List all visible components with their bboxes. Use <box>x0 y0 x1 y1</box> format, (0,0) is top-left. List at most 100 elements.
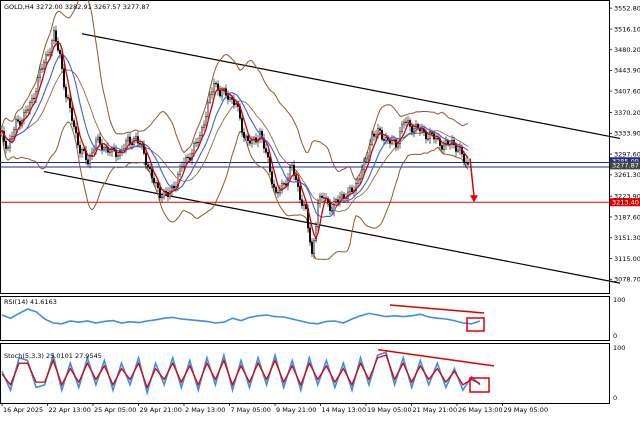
candle-body <box>457 149 460 152</box>
candle-body <box>96 136 99 141</box>
candle-body <box>17 119 20 122</box>
candle-body <box>47 54 50 56</box>
candle-body <box>240 118 243 133</box>
time-tick-label: 22 Apr 13:00 <box>49 406 91 414</box>
candle-body <box>321 195 324 198</box>
slow-ma-line <box>0 53 469 218</box>
candle-body <box>248 140 251 144</box>
candle-body <box>301 199 304 206</box>
candle-body <box>279 189 282 194</box>
candle-body <box>399 131 402 144</box>
candle-body <box>114 149 117 157</box>
target-arrow-shaft <box>469 158 475 197</box>
candle-body <box>349 187 352 193</box>
candle-body <box>63 68 66 88</box>
candle-body <box>242 132 245 138</box>
time-tick-label: 21 May 21:00 <box>413 406 458 414</box>
candle-body <box>443 144 446 150</box>
candle-body <box>31 98 34 103</box>
candle-body <box>154 182 157 184</box>
candle-body <box>427 138 430 140</box>
candle-body <box>331 210 334 212</box>
price-tick-label: 3297.60 <box>614 150 640 158</box>
price-tick-label: 3187.60 <box>614 213 640 221</box>
time-tick-label: 26 May 13:00 <box>458 406 503 414</box>
candle-body <box>285 183 288 186</box>
candle-body <box>76 132 79 146</box>
price-tick-label: 3223.90 <box>614 193 640 201</box>
candle-body <box>29 102 32 110</box>
candle-body <box>319 195 322 204</box>
candle-body <box>275 187 278 193</box>
candle-body <box>303 204 306 206</box>
candle-body <box>64 86 67 98</box>
time-tick-label: 16 Apr 2025 <box>3 406 43 414</box>
candle-body <box>19 120 22 126</box>
candle-body <box>329 202 332 211</box>
candle-body <box>293 164 296 176</box>
rsi-layer: 100 0 <box>1 296 625 340</box>
candle-body <box>70 107 73 121</box>
candle-body <box>140 144 143 146</box>
candle-body <box>192 142 195 154</box>
candle-body <box>295 175 298 180</box>
rsi-line <box>1 308 481 325</box>
candle-body <box>281 183 284 191</box>
candle-body <box>196 142 199 144</box>
candle-body <box>148 166 151 170</box>
candle-body <box>41 68 44 70</box>
candle-body <box>59 50 62 55</box>
candle-body <box>467 162 470 165</box>
candle-body <box>465 161 468 164</box>
candle-body <box>172 185 175 189</box>
price-tick-label: 3261.30 <box>614 171 640 179</box>
candle-body <box>160 196 163 198</box>
candle-body <box>299 186 302 200</box>
candle-body <box>90 151 93 156</box>
candle-body <box>200 127 203 136</box>
candle-body <box>267 152 270 158</box>
rsi-label: RSI(14) 41.6163 <box>4 298 57 306</box>
candle-body <box>204 116 207 126</box>
bollinger-lower <box>0 121 469 260</box>
candle-body <box>156 182 159 188</box>
candle-body <box>397 143 400 148</box>
price-label-text: 3277.87 <box>612 162 639 170</box>
price-label-box <box>610 161 640 170</box>
candle-body <box>57 41 60 51</box>
candle-body <box>381 130 384 140</box>
candle-body <box>371 133 374 145</box>
candle-body <box>33 98 36 100</box>
candle-body <box>335 199 338 202</box>
time-tick-label: 29 Apr 21:00 <box>140 406 182 414</box>
candle-body <box>431 132 434 134</box>
candle-body <box>78 144 81 154</box>
candle-body <box>373 133 376 137</box>
candle-body <box>208 94 211 103</box>
candle-body <box>74 126 77 134</box>
candle-body <box>246 135 249 141</box>
candle-body <box>291 164 294 168</box>
candle-body <box>435 138 438 140</box>
stoch-layer: 100 0 <box>1 344 625 402</box>
price-tick-label: 3078.70 <box>614 276 640 284</box>
candle-body <box>244 135 247 138</box>
candle-body <box>337 199 340 203</box>
candle-body <box>363 161 366 171</box>
time-tick-label: 7 May 05:00 <box>231 406 271 414</box>
candle-body <box>405 121 408 123</box>
candle-body <box>45 54 48 63</box>
candle-body <box>250 139 253 144</box>
candle-body <box>122 148 125 151</box>
rsi-tick-label: 0 <box>613 332 617 340</box>
candle-body <box>367 155 370 160</box>
candle-body <box>389 140 392 144</box>
candle-body <box>144 152 147 165</box>
target-arrow-head <box>470 195 478 203</box>
candle-body <box>437 138 440 140</box>
price-tick-label: 3370.20 <box>614 109 640 117</box>
candle-body <box>341 194 344 198</box>
candle-body <box>118 151 121 156</box>
